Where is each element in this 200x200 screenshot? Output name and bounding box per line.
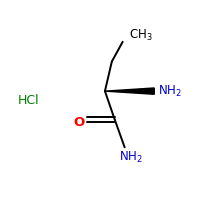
- Text: HCl: HCl: [18, 94, 40, 106]
- Text: NH$_2$: NH$_2$: [119, 150, 143, 165]
- Polygon shape: [105, 88, 154, 94]
- Text: O: O: [74, 116, 85, 129]
- Text: CH$_3$: CH$_3$: [129, 28, 152, 43]
- Text: NH$_2$: NH$_2$: [158, 84, 182, 99]
